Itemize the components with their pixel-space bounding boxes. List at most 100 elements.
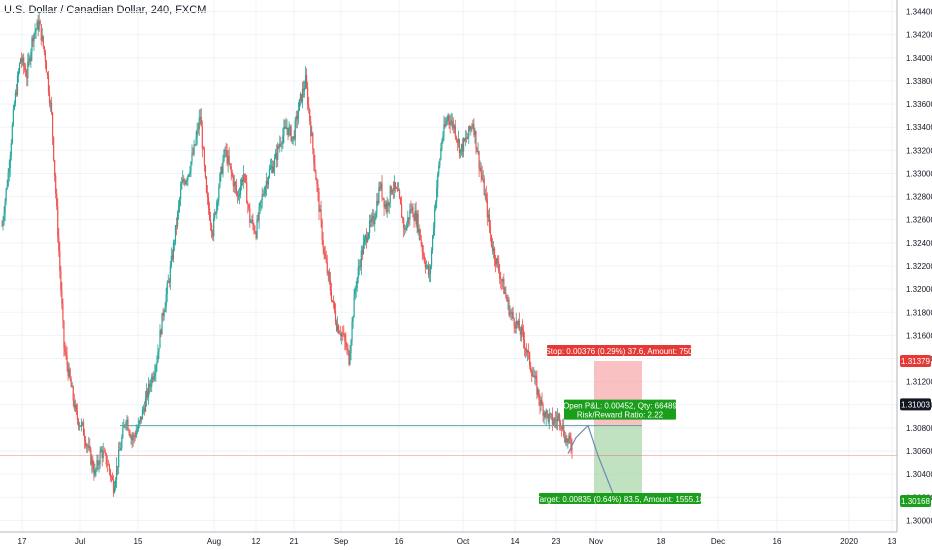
candle-body xyxy=(15,92,18,95)
candle-body xyxy=(446,120,448,122)
candle-body xyxy=(416,213,418,225)
x-tick-label: 18 xyxy=(657,537,666,546)
candle-body xyxy=(169,266,171,283)
candle-body xyxy=(131,436,133,441)
candle-body xyxy=(407,217,409,224)
candle-body xyxy=(538,389,540,400)
x-tick-label: Jul xyxy=(75,537,85,546)
candle-body xyxy=(421,244,423,252)
candle-body xyxy=(513,318,515,326)
candle-body xyxy=(50,102,53,113)
candle-body xyxy=(466,138,468,139)
candle-body xyxy=(152,376,154,380)
candle-body xyxy=(563,425,565,436)
candle-body xyxy=(102,451,104,458)
candle-body xyxy=(16,75,19,95)
candle-body xyxy=(172,242,175,259)
candle-body xyxy=(477,151,479,153)
candle-body xyxy=(441,140,443,149)
target-price-tag: 1.30168 xyxy=(900,495,931,508)
candle-body xyxy=(251,219,253,222)
pnl-label-text: Open P&L: 0.00452, Qty: 66489 xyxy=(563,402,677,411)
candle-body xyxy=(199,117,201,118)
candle-body xyxy=(504,292,506,294)
candle-body xyxy=(146,390,149,397)
candle-body xyxy=(435,201,437,210)
candle-body xyxy=(402,217,404,219)
target-zone xyxy=(594,425,642,502)
candle-body xyxy=(356,277,358,288)
candle-body xyxy=(60,270,62,291)
target-label[interactable]: Target: 0.00835 (0.64%) 83.5, Amount: 15… xyxy=(536,493,705,505)
candle-body xyxy=(533,375,535,378)
candle-body xyxy=(557,414,560,417)
candle-body xyxy=(212,232,214,237)
candle-body xyxy=(246,182,248,204)
candle-body xyxy=(97,460,99,465)
candle-body xyxy=(518,320,520,331)
candle-body xyxy=(309,109,311,122)
candle-body xyxy=(37,21,39,30)
candle-body xyxy=(188,174,190,176)
candle-body xyxy=(549,413,551,415)
candle-body xyxy=(253,224,255,232)
candle-body xyxy=(190,161,192,172)
candle-body xyxy=(469,126,471,130)
candle-body xyxy=(195,136,197,145)
candle-body xyxy=(38,20,40,30)
candle-body xyxy=(55,176,57,194)
candle-body xyxy=(117,466,119,468)
candle-body xyxy=(306,75,308,88)
candle-body xyxy=(295,115,297,121)
candle-body xyxy=(194,144,196,146)
candle-body xyxy=(215,212,217,214)
candle-body xyxy=(193,144,195,155)
candle-body xyxy=(254,231,256,233)
candle-body xyxy=(21,58,23,62)
candle-body xyxy=(164,306,166,312)
candle-body xyxy=(93,469,95,476)
stop-label[interactable]: Stop: 0.00376 (0.29%) 37.6, Amount: 750 xyxy=(545,344,693,356)
candle-body xyxy=(341,333,343,336)
candle-body xyxy=(78,425,81,427)
pnl-label[interactable]: Open P&L: 0.00452, Qty: 66489 Risk/Rewar… xyxy=(563,399,677,420)
candle-body xyxy=(354,289,356,295)
candle-body xyxy=(456,139,458,143)
candle-body xyxy=(268,169,271,177)
candle-body xyxy=(491,246,494,252)
price-series xyxy=(1,12,573,497)
candle-body xyxy=(440,148,442,160)
candle-body xyxy=(375,213,377,220)
candle-body xyxy=(137,424,139,430)
candle-body xyxy=(238,194,241,196)
candle-body xyxy=(160,330,162,335)
candle-body xyxy=(474,130,476,136)
candle-body xyxy=(506,296,508,302)
y-tick-label: 1.31800 xyxy=(906,308,932,317)
candle-body xyxy=(458,139,461,154)
candle-body xyxy=(298,99,300,111)
candle-body xyxy=(228,155,230,164)
candle-body xyxy=(6,185,8,189)
candle-body xyxy=(294,120,296,140)
candle-body xyxy=(10,143,12,156)
candle-body xyxy=(217,199,219,202)
y-tick-label: 1.33400 xyxy=(906,123,932,132)
candle-body xyxy=(58,236,60,251)
candle-body xyxy=(167,281,169,283)
candle-body xyxy=(460,144,463,150)
candle-body xyxy=(492,248,495,252)
x-tick-label: 15 xyxy=(134,537,143,546)
candle-body xyxy=(243,173,245,182)
candle-body xyxy=(127,419,129,430)
candle-body xyxy=(139,416,141,421)
y-tick-label: 1.33200 xyxy=(906,146,932,155)
candle-body xyxy=(88,445,90,448)
candle-body xyxy=(179,199,181,206)
candle-body xyxy=(450,122,452,125)
candle-body xyxy=(505,292,507,297)
candle-body xyxy=(245,175,247,183)
candle-body xyxy=(304,75,307,89)
candle-body xyxy=(334,311,337,323)
